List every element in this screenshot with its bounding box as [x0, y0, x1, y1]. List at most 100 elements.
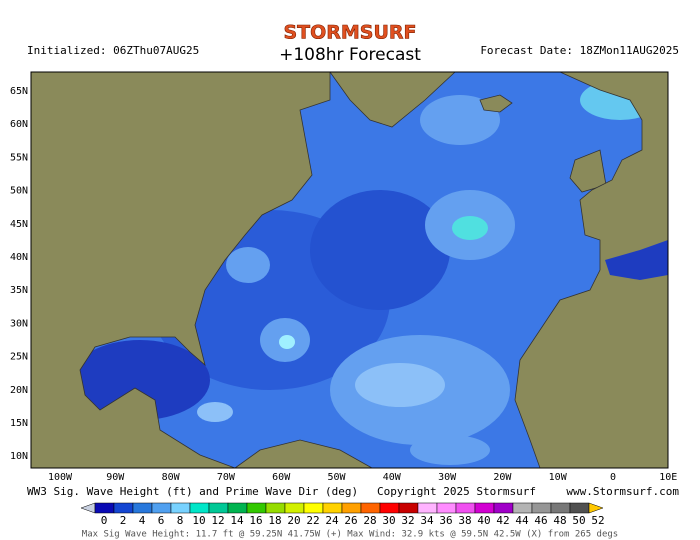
lon-label: 0: [610, 472, 616, 483]
lat-label: 60N: [10, 119, 28, 130]
wave-zone: [70, 340, 210, 420]
legend-value: 2: [120, 514, 127, 527]
legend-swatch: [379, 502, 400, 514]
legend-arrow: [588, 502, 604, 514]
legend-value: 0: [101, 514, 108, 527]
lat-label: 25N: [10, 352, 28, 363]
legend-swatch: [132, 502, 153, 514]
legend-swatch: [284, 502, 305, 514]
caption: WW3 Sig. Wave Height (ft) and Prime Wave…: [27, 485, 358, 498]
north-america: [30, 71, 331, 469]
legend-value: 26: [344, 514, 357, 527]
wave-zone: [355, 363, 445, 407]
wave-zone: [420, 95, 500, 145]
map-frame: [30, 71, 669, 469]
legend-swatch: [94, 502, 115, 514]
legend-swatch: [341, 502, 362, 514]
brand: STORMSURF: [283, 22, 416, 44]
lon-label: 20W: [493, 472, 512, 483]
legend-value: 44: [515, 514, 529, 527]
legend-value: 14: [230, 514, 244, 527]
lat-label: 35N: [10, 285, 28, 296]
wave-zone: [279, 335, 295, 349]
lat-label: 65N: [10, 86, 28, 97]
lat-label: 45N: [10, 219, 28, 230]
legend-value: 10: [192, 514, 205, 527]
lat-label: 15N: [10, 418, 28, 429]
iceland: [479, 94, 513, 113]
legend-value: 4: [139, 514, 146, 527]
wave-zone: [452, 216, 488, 240]
legend-value: 48: [553, 514, 566, 527]
forecast-title: +108hr Forecast: [279, 45, 421, 65]
lon-label: 100W: [48, 472, 73, 483]
lon-label: 70W: [217, 472, 236, 483]
lon-label: 40W: [383, 472, 402, 483]
forecast-date: Forecast Date: 18ZMon11AUG2025: [480, 44, 679, 57]
legend-arrow: [80, 502, 96, 514]
wave-zone: [226, 247, 270, 283]
lon-label: 10W: [549, 472, 568, 483]
legend-value: 38: [458, 514, 471, 527]
lon-label: 90W: [106, 472, 125, 483]
lat-label: 10N: [10, 451, 28, 462]
legend-swatch: [436, 502, 457, 514]
legend-swatch: [493, 502, 514, 514]
color-legend: 0 2 4 6 8 10 12 14 16 18 20 22 24 26 28 30 32 34 36 38 40 42 4…: [80, 502, 605, 527]
legend-value: 32: [401, 514, 414, 527]
wave-zone: [410, 435, 490, 465]
legend-swatch: [208, 502, 229, 514]
lon-label: 10E: [659, 472, 677, 483]
site: www.Stormsurf.com: [566, 485, 679, 498]
legend-value: 24: [325, 514, 339, 527]
legend-swatch: [322, 502, 343, 514]
legend-value: 6: [158, 514, 165, 527]
lat-label: 50N: [10, 186, 28, 197]
wave-zone: [197, 402, 233, 422]
legend-swatch: [417, 502, 438, 514]
legend-swatch: [265, 502, 286, 514]
legend-swatch: [512, 502, 533, 514]
legend-swatch: [113, 502, 134, 514]
legend-swatch: [455, 502, 476, 514]
legend-swatch: [303, 502, 324, 514]
initialized: Initialized: 06ZThu07AUG25: [27, 44, 199, 57]
lon-label: 60W: [272, 472, 291, 483]
legend-value: 36: [439, 514, 452, 527]
lat-label: 55N: [10, 152, 28, 163]
legend-value: 50: [572, 514, 585, 527]
lat-label: 40N: [10, 252, 28, 263]
legend-value: 30: [382, 514, 395, 527]
legend-swatch: [550, 502, 571, 514]
lat-label: 30N: [10, 318, 28, 329]
legend-value: 52: [591, 514, 604, 527]
legend-swatch: [170, 502, 191, 514]
lon-label: 30W: [438, 472, 457, 483]
legend-swatch: [151, 502, 172, 514]
legend-value: 40: [477, 514, 490, 527]
mediterranean: [605, 240, 668, 280]
legend-value: 42: [496, 514, 509, 527]
legend-value: 20: [287, 514, 300, 527]
legend-swatch: [474, 502, 495, 514]
wave-zone: [310, 190, 450, 310]
legend-swatch: [227, 502, 248, 514]
legend-swatch: [398, 502, 419, 514]
legend-value: 12: [211, 514, 224, 527]
legend-swatch: [360, 502, 381, 514]
map-area: [30, 71, 669, 469]
legend-value: 46: [534, 514, 547, 527]
lat-label: 20N: [10, 385, 28, 396]
legend-value: 16: [249, 514, 262, 527]
copyright: Copyright 2025 Stormsurf: [377, 485, 536, 498]
europe-africa: [514, 71, 669, 469]
legend-swatch: [569, 502, 590, 514]
lon-label: 80W: [162, 472, 181, 483]
legend-swatch: [189, 502, 210, 514]
legend-value: 8: [177, 514, 184, 527]
stats: Max Sig Wave Height: 11.7 ft @ 59.25N 41…: [82, 530, 618, 540]
legend-value: 18: [268, 514, 281, 527]
legend-value: 34: [420, 514, 434, 527]
